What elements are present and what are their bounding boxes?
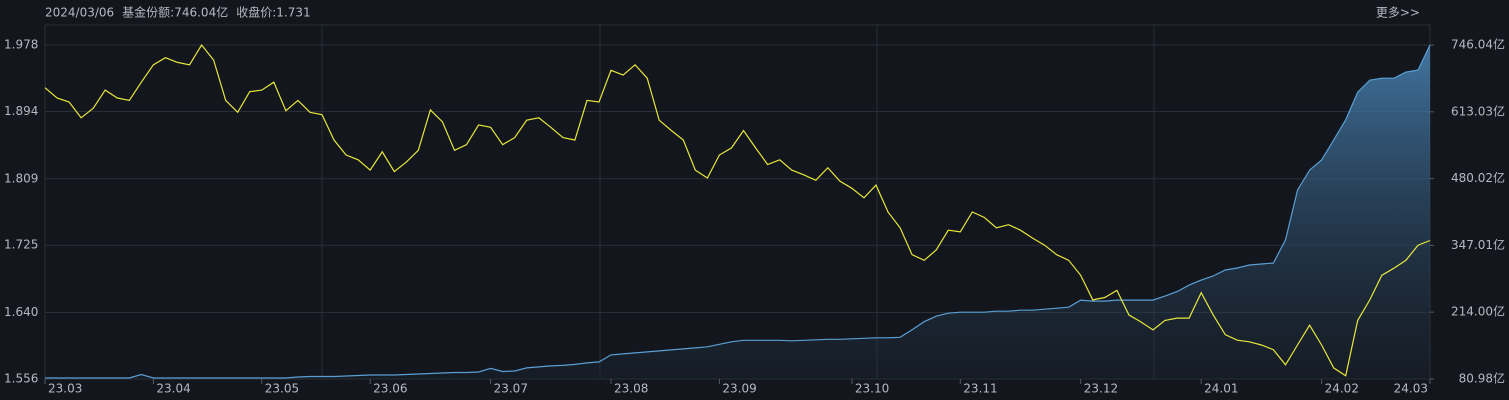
header-item: 2024/03/06 [45,6,114,20]
y-tick-label: 1.809 [4,171,38,185]
x-tick-label: 23.12 [1084,382,1118,396]
x-tick-label: 24.03 [1394,382,1428,396]
x-tick-label: 23.06 [373,382,407,396]
header-item: 收盘价:1.731 [236,5,310,20]
y-tick-label: 1.978 [4,38,38,52]
x-tick-label: 23.11 [963,382,997,396]
x-tick-label: 23.07 [494,382,528,396]
header-item: 基金份额:746.04亿 [122,5,228,20]
x-tick-label: 24.02 [1325,382,1359,396]
area [45,45,1430,379]
y-tick-label: 1.640 [4,305,38,319]
y2-tick-label: 480.02亿 [1451,170,1505,185]
y-tick-label: 1.894 [4,104,38,118]
x-tick-label: 23.08 [614,382,648,396]
x-tick-label: 23.05 [265,382,299,396]
line [44,43,1431,377]
x-tick-label: 24.01 [1204,382,1238,396]
y2-tick-label: 746.04亿 [1451,37,1505,52]
more-link[interactable]: 更多>> [1376,6,1420,20]
x-tick-label: 23.10 [855,382,889,396]
y2-tick-label: 613.03亿 [1451,103,1505,118]
y-tick-label: 1.556 [4,372,38,386]
y-tick-label: 1.725 [4,238,38,252]
x-tick-label: 23.03 [48,382,82,396]
x-tick-label: 23.09 [722,382,756,396]
y2-tick-label: 214.00亿 [1451,304,1505,319]
y2-tick-label: 80.98亿 [1459,371,1505,386]
x-tick-label: 23.04 [156,382,190,396]
y2-tick-label: 347.01亿 [1451,237,1505,252]
line [45,44,1431,379]
